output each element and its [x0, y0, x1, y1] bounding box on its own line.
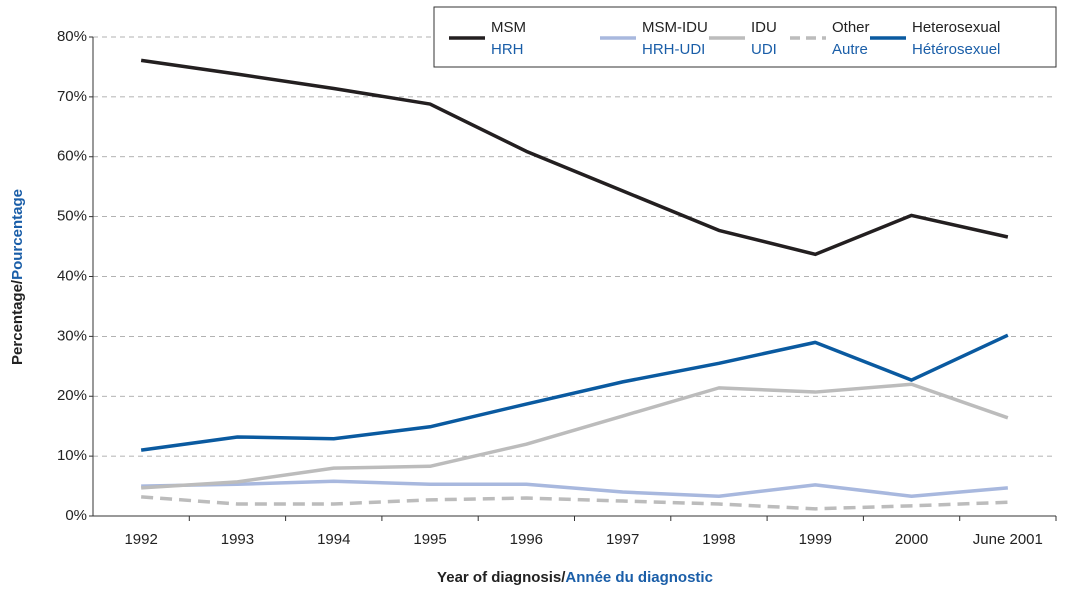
legend-label: IDU	[751, 19, 777, 36]
x-tick-label: 1999	[799, 531, 832, 548]
y-tick-label: 60%	[57, 148, 87, 165]
legend-label-fr: HRH	[491, 41, 524, 58]
series-line	[141, 479, 1009, 498]
x-tick-label: 1997	[606, 531, 639, 548]
legend-label: Heterosexual	[912, 19, 1000, 36]
legend-label-fr: UDI	[751, 41, 777, 58]
x-tick-label: 1998	[702, 531, 735, 548]
legend-label: MSM	[491, 19, 526, 36]
y-tick-label: 80%	[57, 28, 87, 45]
y-tick-label: 30%	[57, 327, 87, 344]
legend-label-fr: HRH-UDI	[642, 41, 705, 58]
x-tick-label: 1992	[124, 531, 157, 548]
y-tick-label: 10%	[57, 447, 87, 464]
x-label-en: Year of diagnosis/	[437, 569, 566, 586]
x-tick-label: 1995	[413, 531, 446, 548]
y-axis-label: Percentage/Pourcentage	[9, 189, 26, 365]
x-tick-label: 1994	[317, 531, 350, 548]
series-line	[141, 495, 1008, 511]
legend-label: Other	[832, 19, 870, 36]
y-tick-label: 40%	[57, 267, 87, 284]
legend: MSM HRH MSM-IDU HRH-UDI IDU UDI Other Autre Hete…	[433, 6, 1057, 68]
legend-label: MSM-IDU	[642, 19, 708, 36]
x-axis-label: Year of diagnosis/Année du diagnostic	[437, 569, 713, 586]
series-line	[140, 333, 1009, 452]
series-line	[140, 58, 1009, 257]
x-tick-label: 2000	[895, 531, 928, 548]
y-label-en: Percentage/	[9, 279, 26, 365]
y-tick-label: 0%	[65, 507, 87, 524]
y-label-fr: Pourcentage	[9, 189, 26, 280]
legend-label-fr: Autre	[832, 41, 868, 58]
y-tick-label: 50%	[57, 208, 87, 225]
x-tick-label: 1993	[221, 531, 254, 548]
y-tick-label: 70%	[57, 88, 87, 105]
y-tick-label: 20%	[57, 387, 87, 404]
x-tick-label: June 2001	[973, 531, 1043, 548]
x-label-fr: Année du diagnostic	[565, 569, 713, 586]
x-tick-label: 1996	[510, 531, 543, 548]
series-line	[141, 382, 1009, 490]
legend-label-fr: Hétérosexuel	[912, 41, 1000, 58]
